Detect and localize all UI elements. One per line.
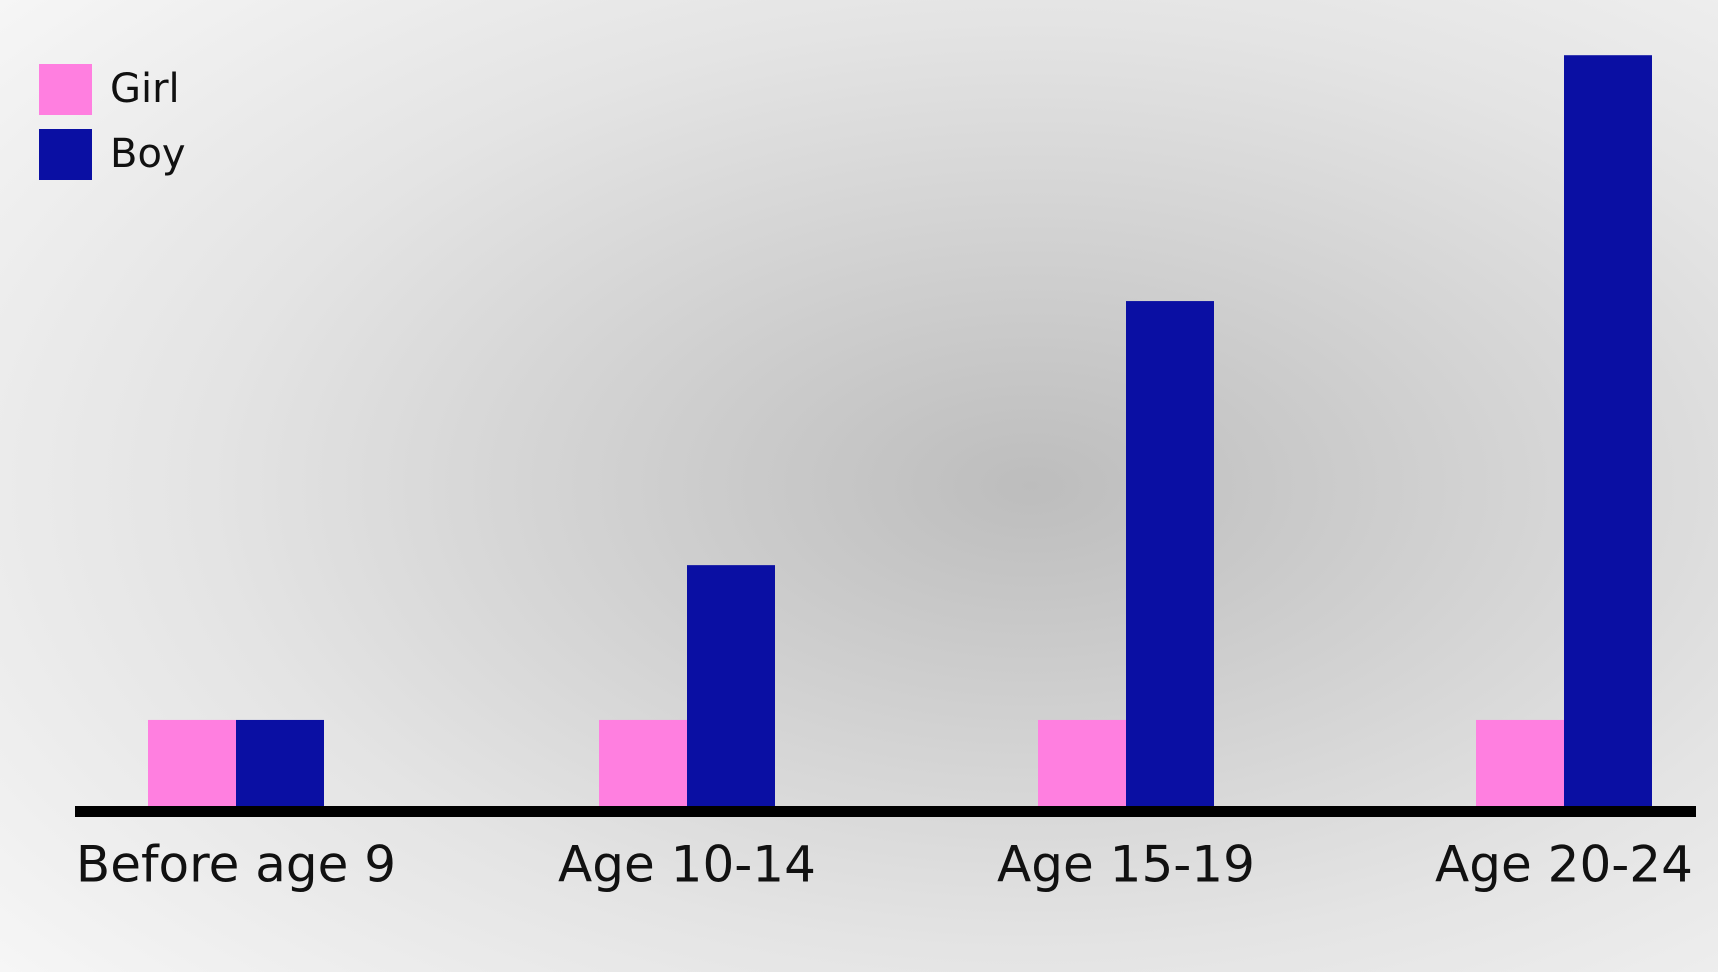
x-tick-label: Before age 9 — [76, 836, 396, 894]
bar — [1126, 301, 1214, 811]
bar — [1476, 720, 1564, 811]
x-tick-label: Age 15-19 — [997, 836, 1255, 894]
bar — [599, 720, 687, 811]
bar — [1564, 55, 1652, 811]
x-axis-line — [75, 806, 1696, 817]
legend-swatch — [39, 64, 92, 115]
bar — [1038, 720, 1126, 811]
bar — [687, 565, 775, 811]
background-photo — [0, 0, 1718, 972]
legend-swatch — [39, 129, 92, 180]
page: {"chart_data": {"type": "bar", "categori… — [0, 0, 1718, 972]
x-tick-label: Age 10-14 — [558, 836, 816, 894]
legend-label: Boy — [110, 131, 186, 177]
legend-label: Girl — [110, 66, 180, 112]
chart: Before age 9 Age 10-14 Age 15-19 Age 20-24 G… — [0, 0, 1718, 972]
bar — [148, 720, 236, 811]
x-tick-label: Age 20-24 — [1435, 836, 1693, 894]
bar — [236, 720, 324, 811]
